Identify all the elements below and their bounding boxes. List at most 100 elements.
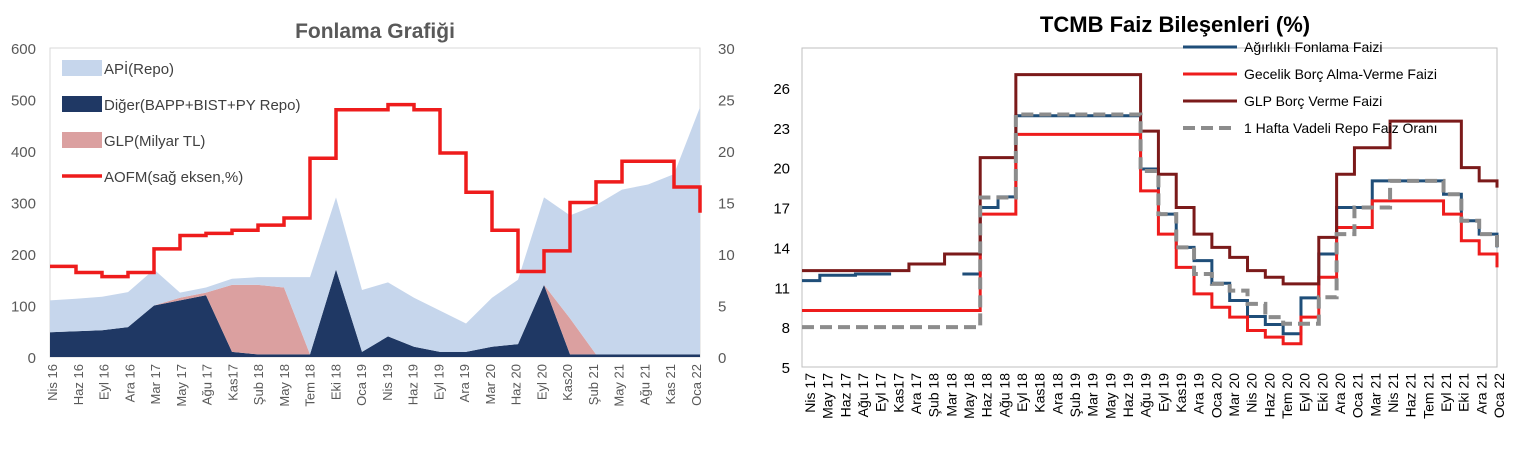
x-tick-label: Tem 20 xyxy=(1279,373,1295,419)
chart-2-legend: Ağırlıklı Fonlama Faizi Gecelik Borç Alma… xyxy=(1183,39,1438,136)
x-tick-label: Nis 16 xyxy=(45,364,60,401)
y2-tick-label: 0 xyxy=(718,350,726,367)
x-tick-label: Eyl 19 xyxy=(1155,373,1171,412)
x-tick-label: Ağu 19 xyxy=(1138,373,1154,418)
series-line-0 xyxy=(802,114,1499,336)
legend-label: Diğer(BAPP+BIST+PY Repo) xyxy=(104,97,300,114)
x-tick-label: Haz 18 xyxy=(979,373,995,418)
y-tick-label: 400 xyxy=(11,144,36,161)
x-tick-label: Mar 19 xyxy=(1085,373,1101,417)
chart-2: TCMB Faiz Bileşenleri (%) 5 8 11 14 17 20 23 26 N… xyxy=(773,12,1507,419)
x-tick-label: Nis 20 xyxy=(1244,373,1260,413)
x-tick-label: Ara 19 xyxy=(457,364,472,402)
x-tick-label: Eyl 20 xyxy=(1297,373,1313,412)
x-tick-label: Oca 22 xyxy=(689,364,704,406)
y2-tick-label: 5 xyxy=(718,299,726,316)
y2-tick-label: 15 xyxy=(718,196,735,213)
x-tick-label: Haz 20 xyxy=(1261,373,1277,418)
x-tick-label: Kas17 xyxy=(225,364,240,401)
x-tick-label: Eyl 20 xyxy=(534,364,549,400)
x-tick-label: Ağu 21 xyxy=(637,364,652,405)
x-tick-label: Eyl 19 xyxy=(431,364,446,400)
chart-2-plot-frame xyxy=(801,47,1498,368)
x-tick-label: Ağu 17 xyxy=(200,364,215,405)
series-line-aofm xyxy=(50,102,702,279)
y-tick-label: 200 xyxy=(11,247,36,264)
chart-2-title: TCMB Faiz Bileşenleri (%) xyxy=(1040,12,1310,37)
y2-tick-label: 30 xyxy=(718,41,735,58)
x-tick-label: Eki 21 xyxy=(1456,373,1472,412)
x-tick-label: Eyl 21 xyxy=(1438,373,1454,412)
x-tick-label: Ara 19 xyxy=(1191,373,1207,414)
x-tick-label: Mar 18 xyxy=(943,373,959,417)
legend-label: Ağırlıklı Fonlama Faizi xyxy=(1244,39,1382,55)
x-tick-label: Ağu 18 xyxy=(996,373,1012,418)
y-tick-label: 8 xyxy=(782,320,790,337)
x-tick-label: Haz 16 xyxy=(71,364,86,405)
x-tick-label: Mar 17 xyxy=(148,364,163,404)
x-tick-label: May 18 xyxy=(961,373,977,419)
chart-1: Fonlama Grafiği 0 100 200 300 400 500 600 0 5 10 15… xyxy=(11,20,735,407)
x-tick-label: Kas17 xyxy=(890,373,906,413)
x-tick-label: May 17 xyxy=(820,373,836,419)
x-tick-label: Eyl 16 xyxy=(97,364,112,400)
x-tick-label: Ara 21 xyxy=(1473,373,1489,414)
x-tick-label: Haz 21 xyxy=(1403,373,1419,418)
x-tick-label: Mar 21 xyxy=(1367,373,1383,417)
x-tick-label: Ağu 17 xyxy=(855,373,871,418)
x-tick-label: Ara 18 xyxy=(1049,373,1065,414)
y-tick-label: 100 xyxy=(11,299,36,316)
y-tick-label: 23 xyxy=(773,121,790,138)
x-tick-label: Haz 19 xyxy=(406,364,421,405)
x-tick-label: Eki 20 xyxy=(1314,373,1330,412)
legend-label: Gecelik Borç Alma-Verme Faizi xyxy=(1244,66,1437,82)
x-tick-label: Mar 20 xyxy=(483,364,498,404)
x-tick-label: Şub 21 xyxy=(586,364,601,405)
x-tick-label: Kas19 xyxy=(1173,373,1189,413)
series-line-1 xyxy=(802,132,1499,346)
y2-tick-label: 25 xyxy=(718,93,735,110)
x-tick-label: Haz 20 xyxy=(509,364,524,405)
x-tick-label: Tem 18 xyxy=(303,364,318,407)
series-line-3 xyxy=(802,112,1499,330)
legend-swatch xyxy=(62,60,102,76)
x-tick-label: Oca 22 xyxy=(1491,373,1507,418)
legend-label: GLP Borç Verme Faizi xyxy=(1244,93,1382,109)
chart-1-title: Fonlama Grafiği xyxy=(295,20,455,43)
y-tick-label: 300 xyxy=(11,196,36,213)
x-tick-label: Nis 19 xyxy=(380,364,395,401)
x-tick-label: Haz 19 xyxy=(1120,373,1136,418)
legend-label: APİ(Repo) xyxy=(104,60,174,78)
x-tick-label: Nis 21 xyxy=(1385,373,1401,413)
x-tick-label: Oca 21 xyxy=(1350,373,1366,418)
series-area-1 xyxy=(50,269,700,357)
x-tick-label: May 17 xyxy=(174,364,189,407)
x-tick-label: Şub 18 xyxy=(926,373,942,418)
x-tick-label: Eyl 18 xyxy=(1014,373,1030,412)
series-area-2 xyxy=(50,269,700,355)
y-tick-label: 17 xyxy=(773,201,790,218)
series-area-0 xyxy=(50,107,700,355)
x-tick-label: Oca 20 xyxy=(1208,373,1224,418)
x-tick-label: Kas18 xyxy=(1032,373,1048,413)
x-tick-label: Eyl 17 xyxy=(873,373,889,412)
y2-tick-label: 10 xyxy=(718,247,735,264)
legend-label: GLP(Milyar TL) xyxy=(104,133,205,150)
x-tick-label: Ara 16 xyxy=(122,364,137,402)
x-tick-label: Ara 20 xyxy=(1332,373,1348,414)
x-tick-label: May 19 xyxy=(1102,373,1118,419)
legend-swatch xyxy=(62,132,102,148)
y-tick-label: 5 xyxy=(782,360,790,377)
x-tick-label: Tem 21 xyxy=(1420,373,1436,419)
x-tick-label: Ara 17 xyxy=(908,373,924,414)
x-tick-label: Eki 18 xyxy=(328,364,343,400)
legend-label: AOFM(sağ eksen,%) xyxy=(104,169,243,186)
y-tick-label: 500 xyxy=(11,93,36,110)
legend-label: 1 Hafta Vadeli Repo Faiz Oranı xyxy=(1244,120,1438,136)
y2-tick-label: 20 xyxy=(718,144,735,161)
x-tick-label: Şub 19 xyxy=(1067,373,1083,418)
x-tick-label: Kas 21 xyxy=(663,364,678,404)
x-tick-label: Mar 20 xyxy=(1226,373,1242,417)
